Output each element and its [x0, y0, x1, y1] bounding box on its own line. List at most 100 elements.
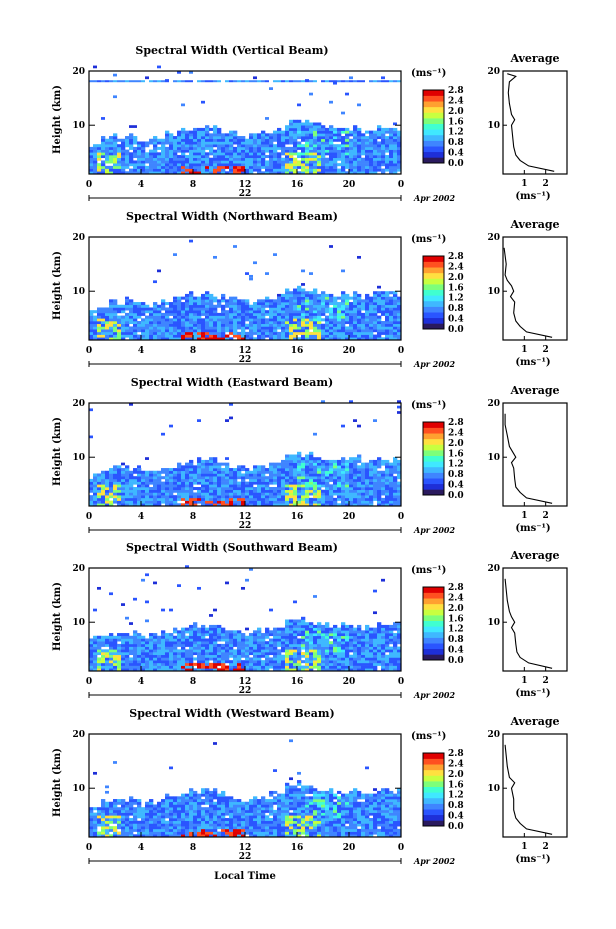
heatmap-cell — [189, 291, 194, 295]
heatmap-cell — [325, 149, 330, 153]
heatmap-cell — [165, 331, 170, 335]
heatmap-cell — [209, 495, 214, 499]
heatmap-cell — [289, 630, 294, 634]
heatmap-cell — [361, 168, 366, 172]
heatmap-cell — [329, 503, 334, 507]
heatmap-cell — [393, 457, 398, 461]
colorbar-band — [423, 323, 444, 330]
heatmap-cell — [137, 146, 142, 150]
heatmap-cell — [161, 665, 166, 669]
heatmap-cell — [269, 646, 274, 650]
heatmap-cell — [385, 130, 390, 134]
heatmap-cell — [169, 331, 174, 335]
heatmap-cell — [129, 649, 134, 653]
heatmap-cell — [393, 310, 398, 314]
heatmap-cell — [365, 503, 370, 507]
heatmap-cell — [285, 136, 290, 140]
heatmap-cell — [137, 329, 142, 333]
heatmap-cell — [213, 492, 218, 496]
heatmap-cell — [181, 146, 186, 150]
heatmap-cell — [133, 487, 138, 491]
heatmap-cell — [277, 318, 282, 322]
heatmap-cell — [133, 489, 138, 493]
heatmap-cell — [253, 652, 258, 656]
heatmap-cell — [225, 326, 230, 330]
heatmap-cell — [121, 307, 126, 311]
heatmap-cell — [253, 660, 258, 664]
heatmap-cell — [349, 138, 354, 142]
heatmap-cell — [313, 331, 318, 335]
heatmap-cell — [205, 171, 210, 175]
heatmap-cell — [149, 149, 154, 153]
heatmap-cell — [301, 127, 306, 131]
heatmap-cell — [141, 157, 146, 161]
heatmap-cell — [181, 312, 186, 316]
heatmap-cell — [221, 144, 226, 148]
heatmap-cell — [289, 307, 294, 311]
heatmap-cell — [165, 495, 170, 499]
heatmap-cell — [125, 497, 130, 501]
heatmap-cell — [341, 307, 346, 311]
heatmap-cell — [181, 492, 186, 496]
heatmap-cell — [105, 334, 110, 338]
heatmap-cell — [113, 668, 118, 672]
heatmap-cell — [345, 310, 350, 314]
heatmap-cell — [297, 489, 302, 493]
heatmap-cell — [277, 665, 282, 669]
heatmap-cell — [129, 657, 134, 661]
heatmap-cell — [309, 171, 314, 175]
heatmap-cell — [293, 630, 298, 634]
heatmap-cell — [325, 304, 330, 308]
heatmap-cell — [101, 155, 106, 159]
heatmap-cell — [365, 497, 370, 501]
heatmap-cell — [153, 657, 158, 661]
heatmap-cell — [329, 646, 334, 650]
heatmap-cell — [317, 136, 322, 140]
heatmap-cell — [121, 665, 126, 669]
heatmap-cell — [329, 133, 334, 137]
heatmap-cell — [149, 665, 154, 669]
heatmap-cell — [257, 155, 262, 159]
heatmap-cell — [329, 497, 334, 501]
heatmap-cell — [149, 310, 154, 314]
heatmap-cell — [325, 157, 330, 161]
heatmap-cell — [121, 497, 126, 501]
heatmap-cell — [317, 163, 322, 167]
heatmap-cell — [109, 487, 114, 491]
heatmap-cell — [105, 310, 110, 314]
heatmap-cell — [309, 451, 314, 455]
heatmap-cell — [281, 157, 286, 161]
heatmap-cell — [97, 312, 102, 316]
heatmap-cell — [297, 465, 302, 469]
heatmap-cell — [101, 307, 106, 311]
heatmap-cell — [273, 476, 278, 480]
heatmap-cell — [309, 662, 314, 666]
heatmap-cell — [221, 652, 226, 656]
heatmap-cell — [353, 312, 358, 316]
heatmap-cell — [129, 157, 134, 161]
heatmap-cell — [213, 635, 218, 639]
heatmap-cell — [345, 478, 350, 482]
heatmap-cell — [325, 138, 330, 142]
heatmap-cell — [305, 80, 309, 83]
heatmap-cell — [269, 470, 274, 474]
heatmap-cell — [169, 304, 174, 308]
heatmap-cell — [345, 334, 350, 338]
heatmap-cell — [101, 321, 106, 325]
heatmap-cell — [145, 600, 149, 604]
heatmap-cell — [193, 144, 198, 148]
heatmap-cell — [313, 133, 318, 137]
heatmap — [89, 239, 402, 341]
heatmap-cell — [389, 136, 394, 140]
heatmap-cell — [361, 146, 366, 150]
heatmap-cell — [385, 127, 390, 131]
heatmap-cell — [109, 312, 114, 316]
heatmap-cell — [125, 638, 130, 642]
heatmap-cell — [189, 465, 194, 469]
heatmap-cell — [377, 127, 382, 131]
heatmap-cell — [381, 80, 385, 83]
heatmap-cell — [229, 315, 234, 319]
heatmap-cell — [397, 157, 402, 161]
heatmap-cell — [345, 146, 350, 150]
heatmap-cell — [393, 291, 398, 295]
